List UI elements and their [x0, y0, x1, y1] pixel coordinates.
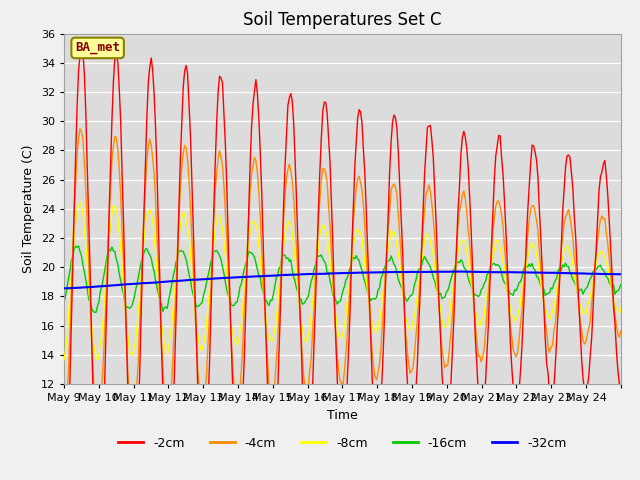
-32cm	[543, 270, 550, 276]
Y-axis label: Soil Temperature (C): Soil Temperature (C)	[22, 144, 35, 273]
-8cm	[616, 310, 623, 316]
-4cm	[81, 160, 88, 166]
-32cm	[81, 285, 88, 290]
-8cm	[93, 357, 101, 363]
-8cm	[349, 243, 357, 249]
Line: -8cm: -8cm	[64, 202, 621, 360]
-32cm	[454, 269, 462, 275]
-16cm	[616, 286, 623, 292]
-4cm	[460, 188, 468, 194]
-32cm	[616, 271, 623, 277]
X-axis label: Time: Time	[327, 408, 358, 421]
-4cm	[617, 328, 625, 334]
-2cm	[617, 384, 625, 390]
-2cm	[348, 245, 356, 251]
-16cm	[349, 255, 357, 261]
-2cm	[77, 41, 85, 47]
-2cm	[458, 135, 466, 141]
-32cm	[98, 283, 106, 289]
-4cm	[616, 334, 623, 340]
-16cm	[543, 291, 550, 297]
-2cm	[98, 464, 106, 469]
Text: BA_met: BA_met	[75, 41, 120, 54]
-32cm	[460, 269, 468, 275]
-8cm	[99, 315, 107, 321]
-4cm	[60, 423, 68, 429]
-4cm	[349, 219, 357, 225]
-32cm	[61, 286, 69, 291]
-8cm	[460, 239, 468, 244]
-16cm	[60, 299, 68, 305]
-4cm	[543, 328, 550, 334]
-16cm	[75, 243, 83, 249]
-32cm	[60, 286, 68, 291]
Line: -16cm: -16cm	[64, 246, 621, 312]
-16cm	[617, 282, 625, 288]
Line: -4cm: -4cm	[64, 129, 621, 426]
-16cm	[81, 269, 88, 275]
-8cm	[60, 357, 68, 363]
-8cm	[76, 199, 84, 205]
Line: -32cm: -32cm	[64, 272, 621, 288]
-32cm	[348, 270, 356, 276]
-2cm	[81, 71, 88, 76]
Title: Soil Temperatures Set C: Soil Temperatures Set C	[243, 11, 442, 29]
-4cm	[95, 423, 103, 429]
-2cm	[541, 335, 549, 341]
-2cm	[614, 368, 621, 373]
Line: -2cm: -2cm	[64, 44, 621, 480]
-16cm	[460, 264, 468, 270]
-32cm	[617, 271, 625, 277]
Legend: -2cm, -4cm, -8cm, -16cm, -32cm: -2cm, -4cm, -8cm, -16cm, -32cm	[113, 432, 572, 455]
-4cm	[76, 126, 84, 132]
-8cm	[543, 310, 550, 316]
-4cm	[99, 359, 107, 364]
-16cm	[91, 310, 99, 315]
-8cm	[617, 306, 625, 312]
-16cm	[99, 276, 107, 282]
-8cm	[81, 228, 88, 233]
